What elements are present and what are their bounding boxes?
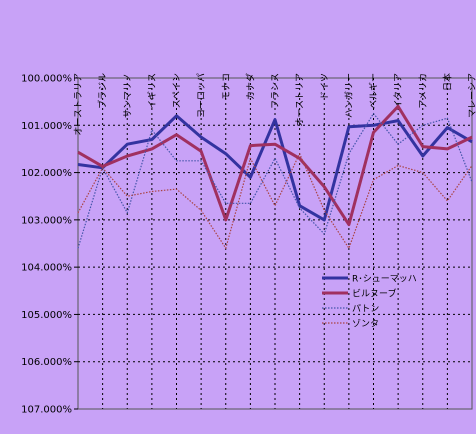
y-tick-label: 100.000% [21,74,72,85]
y-tick-label: 106.000% [21,357,72,368]
category-label: イギリス [147,73,158,109]
y-tick-label: 102.000% [21,168,72,179]
legend-label: ビルヌーブ [352,288,396,300]
category-label: フランス [270,73,281,109]
category-label: マレーシア [468,73,476,118]
category-label: ハンガリー [344,73,355,118]
y-tick-label: 103.000% [21,215,72,226]
y-tick-label: 107.000% [21,405,72,416]
series-line-2 [77,112,473,249]
category-label: カナダ [244,73,256,100]
category-label: イタリア [393,73,404,109]
category-label: ベルギー [369,73,380,109]
category-label: モナコ [221,73,232,100]
y-tick-label: 105.000% [21,310,72,321]
category-label: 日本 [441,73,453,91]
y-tick-label: 101.000% [21,121,72,132]
legend-label: ゾンタ [352,319,379,330]
category-label: ドイツ [320,73,330,100]
legend-label: パトン [352,304,379,315]
category-label: オーストラリア [73,73,84,136]
category-label: サンマリノ [122,73,133,118]
y-tick-label: 104.000% [21,263,72,274]
category-label: スペイン [173,73,183,108]
legend-label: R･シューマッハ [352,275,417,285]
category-label: ブラジル [97,73,109,109]
category-label: オーストリア [295,73,306,127]
category-label: ヨーロッパ [196,73,207,118]
category-label: アメリカ [418,73,429,109]
series-line-3 [77,153,473,249]
